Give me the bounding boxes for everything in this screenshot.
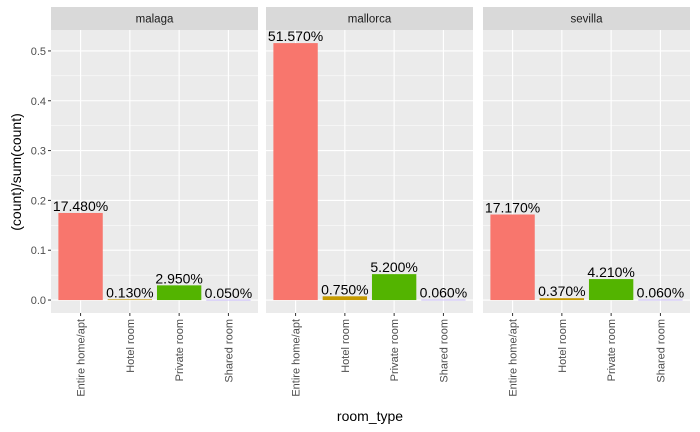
- data-label: 17.170%: [485, 199, 540, 215]
- bar: [322, 296, 368, 301]
- x-tick-label: Shared room: [438, 319, 450, 383]
- y-tick-label: 0.2: [31, 195, 46, 207]
- data-label: 0.060%: [420, 285, 467, 301]
- x-tick-label: Private room: [606, 319, 618, 381]
- facet-panel-sevilla: sevilla 17.170% 0.370%4.210%0.060% Entire h…: [483, 7, 690, 397]
- bar: [156, 285, 202, 301]
- x-tick-label: Entire home/apt: [508, 319, 520, 397]
- x-axis-title: room_type: [337, 408, 403, 424]
- data-label: 51.570%: [268, 28, 323, 44]
- x-tick-label: Entire home/apt: [291, 319, 303, 397]
- bar: [206, 299, 251, 301]
- y-tick-label: 0.3: [31, 146, 46, 158]
- facet-strip-label: mallorca: [348, 14, 392, 26]
- data-label: 0.050%: [205, 285, 252, 301]
- x-tick-label: Shared room: [223, 319, 235, 383]
- x-tick-label: Shared room: [655, 319, 667, 383]
- facet-strip: [51, 7, 258, 30]
- bar: [58, 212, 103, 301]
- x-tick-label: Private room: [389, 319, 401, 381]
- data-label: 17.480%: [53, 198, 108, 214]
- facet-strip: [483, 7, 690, 30]
- bar: [371, 274, 417, 301]
- y-tick-label: 0.0: [31, 295, 46, 307]
- data-label: 4.210%: [587, 264, 634, 280]
- x-tick-label: Entire home/apt: [76, 319, 88, 397]
- x-tick-label: Hotel room: [125, 319, 137, 373]
- panels-layer: malaga 17.480% 0.130%2.950%0.050% Entire ho…: [51, 7, 690, 397]
- data-label: 5.200%: [370, 259, 417, 275]
- bar: [638, 299, 683, 301]
- y-axis: 0.0 0.1 0.2 0.3 0.4 0.5: [31, 46, 51, 307]
- facet-panel-malaga: malaga 17.480% 0.130%2.950%0.050% Entire ho…: [51, 7, 258, 397]
- y-tick-label: 0.5: [31, 46, 46, 58]
- bar: [490, 214, 535, 301]
- y-tick-label: 0.1: [31, 245, 46, 257]
- facet-strip: [266, 7, 473, 30]
- data-label: 0.370%: [538, 283, 585, 299]
- y-tick-label: 0.4: [31, 96, 46, 108]
- bar: [421, 299, 466, 301]
- bar: [588, 279, 634, 301]
- facet-strip-label: malaga: [136, 14, 174, 26]
- bar: [539, 298, 585, 301]
- bar: [107, 299, 153, 301]
- x-tick-label: Hotel room: [557, 319, 569, 373]
- x-tick-label: Private room: [174, 319, 186, 381]
- data-label: 0.060%: [637, 285, 684, 301]
- y-axis-title: (count)/sum(count): [8, 113, 24, 230]
- data-label: 0.750%: [321, 281, 368, 297]
- facet-panel-mallorca: mallorca 51.570% 0.750%5.200%0.060% Entire …: [266, 7, 473, 397]
- data-label: 0.130%: [106, 284, 153, 300]
- facet-strip-label: sevilla: [571, 14, 604, 26]
- data-label: 2.950%: [155, 270, 202, 286]
- x-tick-label: Hotel room: [340, 319, 352, 373]
- bar: [273, 43, 318, 301]
